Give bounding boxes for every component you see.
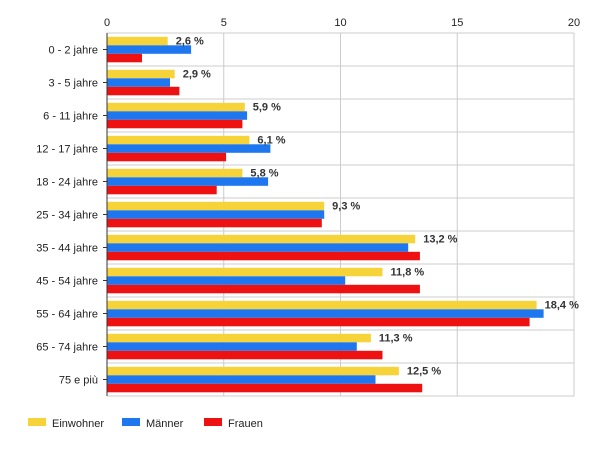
x-tick-label: 5 — [221, 17, 227, 29]
legend-swatch — [28, 418, 46, 426]
bar-mnner — [107, 243, 409, 252]
bar-einwohner — [107, 36, 168, 46]
bar-frauen — [107, 383, 423, 393]
bar-frauen — [107, 185, 217, 195]
legend-label: Einwohner — [52, 418, 104, 430]
bar-einwohner — [107, 201, 325, 211]
bar-einwohner — [107, 366, 399, 376]
category-label: 0 - 2 jahre — [48, 45, 98, 57]
category-label: 55 - 64 jahre — [36, 309, 98, 321]
category-label: 12 - 17 jahre — [36, 144, 98, 156]
x-tick-label: 0 — [104, 17, 110, 29]
data-label: 18,4 % — [545, 299, 579, 311]
x-tick-label: 20 — [568, 17, 580, 29]
x-tick-label: 15 — [451, 17, 463, 29]
bar-mnner — [107, 111, 248, 120]
category-label: 45 - 54 jahre — [36, 276, 98, 288]
bar-mnner — [107, 375, 376, 384]
category-label: 25 - 34 jahre — [36, 210, 98, 222]
bar-mnner — [107, 342, 357, 351]
bar-einwohner — [107, 333, 371, 343]
category-label: 65 - 74 jahre — [36, 342, 98, 354]
bar-mnner — [107, 276, 346, 285]
bar-mnner — [107, 309, 544, 318]
bar-einwohner — [107, 234, 416, 244]
data-label: 11,3 % — [379, 332, 413, 344]
bar-frauen — [107, 317, 530, 327]
legend: Einwohner Männer Frauen — [28, 418, 263, 430]
bar-einwohner — [107, 135, 250, 145]
data-label: 11,8 % — [391, 266, 425, 278]
bar-mnner — [107, 177, 269, 186]
data-label: 2,6 % — [176, 35, 204, 47]
category-label: 35 - 44 jahre — [36, 243, 98, 255]
category-label: 3 - 5 jahre — [48, 78, 98, 90]
category-label: 18 - 24 jahre — [36, 177, 98, 189]
bar-frauen — [107, 218, 322, 228]
legend-swatch — [122, 418, 140, 426]
data-label: 6,1 % — [257, 134, 285, 146]
category-labels: 0 - 2 jahre 3 - 5 jahre 6 - 11 jahre 12 - 1… — [36, 45, 107, 387]
data-label: 5,8 % — [250, 167, 278, 179]
data-label: 5,9 % — [253, 101, 281, 113]
bar-einwohner — [107, 102, 245, 112]
bar-mnner — [107, 45, 192, 54]
category-label: 75 e più — [59, 375, 98, 387]
bar-einwohner — [107, 69, 175, 79]
legend-label: Frauen — [228, 418, 263, 430]
bar-frauen — [107, 152, 227, 162]
bar-einwohner — [107, 267, 383, 277]
bars — [107, 36, 544, 393]
bar-frauen — [107, 53, 142, 63]
grid — [107, 32, 575, 397]
category-label: 6 - 11 jahre — [43, 111, 98, 123]
bar-mnner — [107, 78, 170, 87]
data-label: 13,2 % — [423, 233, 457, 245]
legend-swatch — [204, 418, 222, 426]
bar-mnner — [107, 144, 271, 153]
bar-frauen — [107, 119, 243, 129]
data-label: 9,3 % — [332, 200, 360, 212]
bar-einwohner — [107, 300, 537, 310]
legend-label: Männer — [146, 418, 184, 430]
bar-frauen — [107, 284, 420, 294]
x-axis-ticks: 0 5 10 15 20 — [104, 17, 580, 29]
x-tick-label: 10 — [334, 17, 346, 29]
data-label: 2,9 % — [183, 68, 211, 80]
data-labels: 2,6 % 2,9 % 5,9 % 6,1 % 5,8 % 9,3 % 13,2 % 11,8… — [176, 35, 579, 377]
bar-einwohner — [107, 168, 243, 178]
bar-mnner — [107, 210, 325, 219]
bar-frauen — [107, 350, 383, 360]
bar-frauen — [107, 251, 420, 261]
bar-frauen — [107, 86, 180, 96]
data-label: 12,5 % — [407, 365, 441, 377]
